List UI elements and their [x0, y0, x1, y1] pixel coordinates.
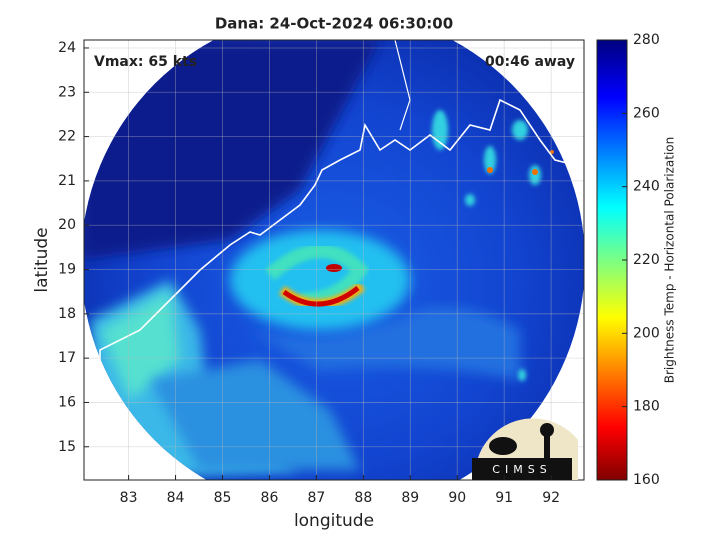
y-tick-label: 16: [58, 394, 76, 410]
x-tick-label: 87: [307, 490, 325, 506]
eyewall-outer: [265, 244, 370, 307]
cold-land: [84, 40, 380, 260]
sea-band: [150, 360, 360, 470]
x-tick-label: 90: [448, 490, 466, 506]
x-tick-label: 83: [120, 490, 138, 506]
x-tick-label: 89: [401, 490, 419, 506]
x-tick-label: 88: [354, 490, 372, 506]
y-tick-label: 15: [58, 439, 76, 455]
storm-core: [230, 230, 410, 330]
warm-sea-swath: [100, 290, 180, 400]
colorbar-tick-label: 280: [633, 32, 660, 48]
logo-dish: [489, 437, 517, 455]
y-tick-label: 20: [58, 217, 76, 233]
colorbar-tick-label: 200: [633, 325, 660, 341]
plot-frame: [83, 39, 585, 481]
x-tick-label: 91: [495, 490, 513, 506]
logo-bar: [472, 458, 572, 480]
x-tick-label: 92: [542, 490, 560, 506]
chart-title: Dana: 24-Oct-2024 06:30:00: [215, 15, 453, 33]
y-tick-label: 23: [58, 84, 76, 100]
colorbar-label: Brightness Temp - Horizontal Polarizatio…: [663, 137, 677, 384]
x-tick-label: 84: [167, 490, 185, 506]
y-tick-label: 21: [58, 173, 76, 189]
x-axis-label: longitude: [294, 511, 374, 531]
logo: CIMSS: [472, 418, 578, 480]
rainband-core: [282, 286, 360, 307]
annotation-time: 00:46 away: [485, 54, 575, 70]
border: [394, 40, 411, 131]
grid: [84, 40, 584, 480]
logo-tower: [544, 432, 550, 458]
outer-band: [250, 307, 520, 380]
east-convection: [432, 110, 541, 381]
y-axis-label: latitude: [32, 227, 52, 292]
east-hot-cells: [487, 150, 554, 175]
coastline: [84, 40, 581, 381]
colorbar-tick-label: 220: [633, 252, 660, 268]
colorbar-tick-label: 240: [633, 179, 660, 195]
y-tick-label: 24: [58, 40, 76, 56]
eye-hot-spot: [326, 264, 342, 272]
colorbar-tick-label: 180: [633, 399, 660, 415]
x-tick-label: 85: [214, 490, 232, 506]
annotation-vmax: Vmax: 65 kts: [94, 54, 197, 70]
y-tick-label: 17: [58, 350, 76, 366]
y-tick-label: 19: [58, 262, 76, 278]
imagery: [84, 40, 584, 480]
colorbar-tick-label: 160: [633, 472, 660, 488]
y-tick-label: 18: [58, 306, 76, 322]
logo-tank: [540, 423, 554, 437]
y-tick-label: 22: [58, 129, 76, 145]
logo-text: CIMSS: [492, 463, 551, 476]
x-tick-label: 86: [261, 490, 279, 506]
colorbar-tick-label: 260: [633, 105, 660, 121]
